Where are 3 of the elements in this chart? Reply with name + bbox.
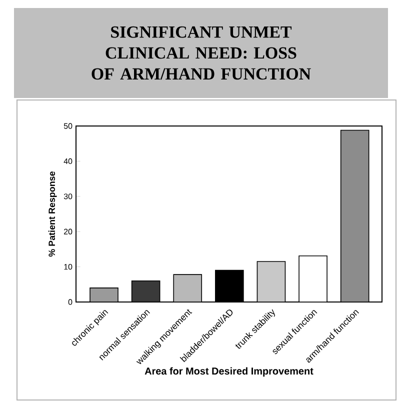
y-axis-title: % Patient Response <box>48 171 57 257</box>
x-axis-title: Area for Most Desired Improvement <box>144 367 314 377</box>
chart-title: SIGNIFICANT UNMET CLINICAL NEED: LOSS OF ARM/HAND FUNCTION <box>92 26 311 80</box>
